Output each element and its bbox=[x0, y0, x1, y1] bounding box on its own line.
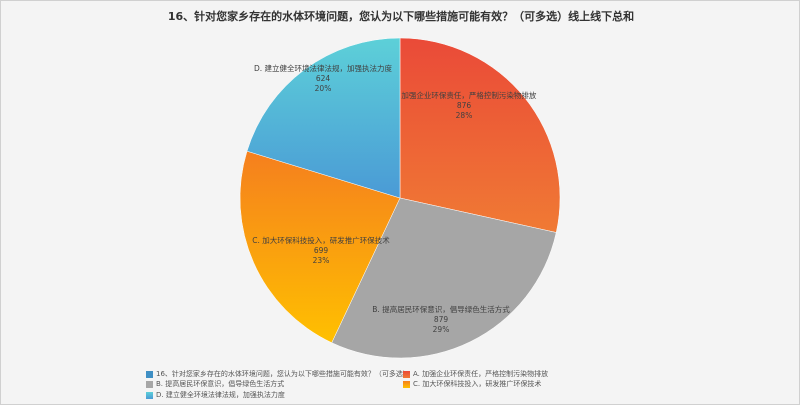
legend-label: A. 加强企业环保责任，严格控制污染物排放 bbox=[413, 370, 549, 378]
data-label-slice-value: 879 bbox=[434, 315, 449, 324]
legend-item-d[interactable]: D. 建立健全环境法律法规，加强执法力度 bbox=[146, 390, 285, 400]
data-label-slice-percent: 20% bbox=[315, 84, 332, 93]
legend-swatch bbox=[146, 391, 153, 399]
legend-swatch bbox=[146, 380, 153, 388]
legend-item-a[interactable]: A. 加强企业环保责任，严格控制污染物排放 bbox=[403, 369, 548, 379]
pie-slice-b[interactable] bbox=[331, 197, 557, 359]
legend-label: 16、针对您家乡存在的水体环境问题，您认为以下哪些措施可能有效？（可多选） bbox=[156, 370, 410, 378]
legend-item-c[interactable]: C. 加大环保科技投入，研发推广环保技术 bbox=[403, 379, 541, 389]
data-label-slice-label: C. 加大环保科技投入，研发推广环保技术 bbox=[252, 235, 390, 245]
data-label-slice-value: 876 bbox=[457, 101, 472, 110]
legend-swatch bbox=[146, 370, 153, 378]
data-label-slice-value: 624 bbox=[316, 74, 331, 83]
legend-swatch bbox=[403, 370, 410, 378]
data-label-slice-percent: 23% bbox=[313, 256, 330, 265]
pie-slice-d[interactable] bbox=[246, 37, 401, 199]
legend-label: C. 加大环保科技投入，研发推广环保技术 bbox=[413, 380, 542, 388]
data-label-slice-percent: 29% bbox=[433, 325, 450, 334]
legend-swatch bbox=[403, 380, 410, 388]
data-label-slice-label: B. 提高居民环保意识，倡导绿色生活方式 bbox=[372, 304, 510, 314]
pie-slice-c[interactable] bbox=[239, 150, 401, 344]
data-label-slice-label: A. 加强企业环保责任，严格控制污染物排放 bbox=[392, 90, 537, 100]
chart-title: 16、针对您家乡存在的水体环境问题，您认为以下哪些措施可能有效？（可多选）线上线… bbox=[167, 10, 635, 23]
data-label-slice-value: 699 bbox=[314, 246, 329, 255]
data-label-slice-label: D. 建立健全环境法律法规，加强执法力度 bbox=[254, 63, 393, 73]
data-label-slice-percent: 28% bbox=[456, 111, 473, 120]
legend-label: D. 建立健全环境法律法规，加强执法力度 bbox=[156, 391, 285, 399]
pie-slice-a[interactable] bbox=[399, 37, 561, 233]
legend-item-b[interactable]: B. 提高居民环保意识，倡导绿色生活方式 bbox=[146, 379, 284, 389]
legend-item-series[interactable]: 16、针对您家乡存在的水体环境问题，您认为以下哪些措施可能有效？（可多选） bbox=[146, 369, 410, 379]
legend-label: B. 提高居民环保意识，倡导绿色生活方式 bbox=[156, 380, 285, 388]
